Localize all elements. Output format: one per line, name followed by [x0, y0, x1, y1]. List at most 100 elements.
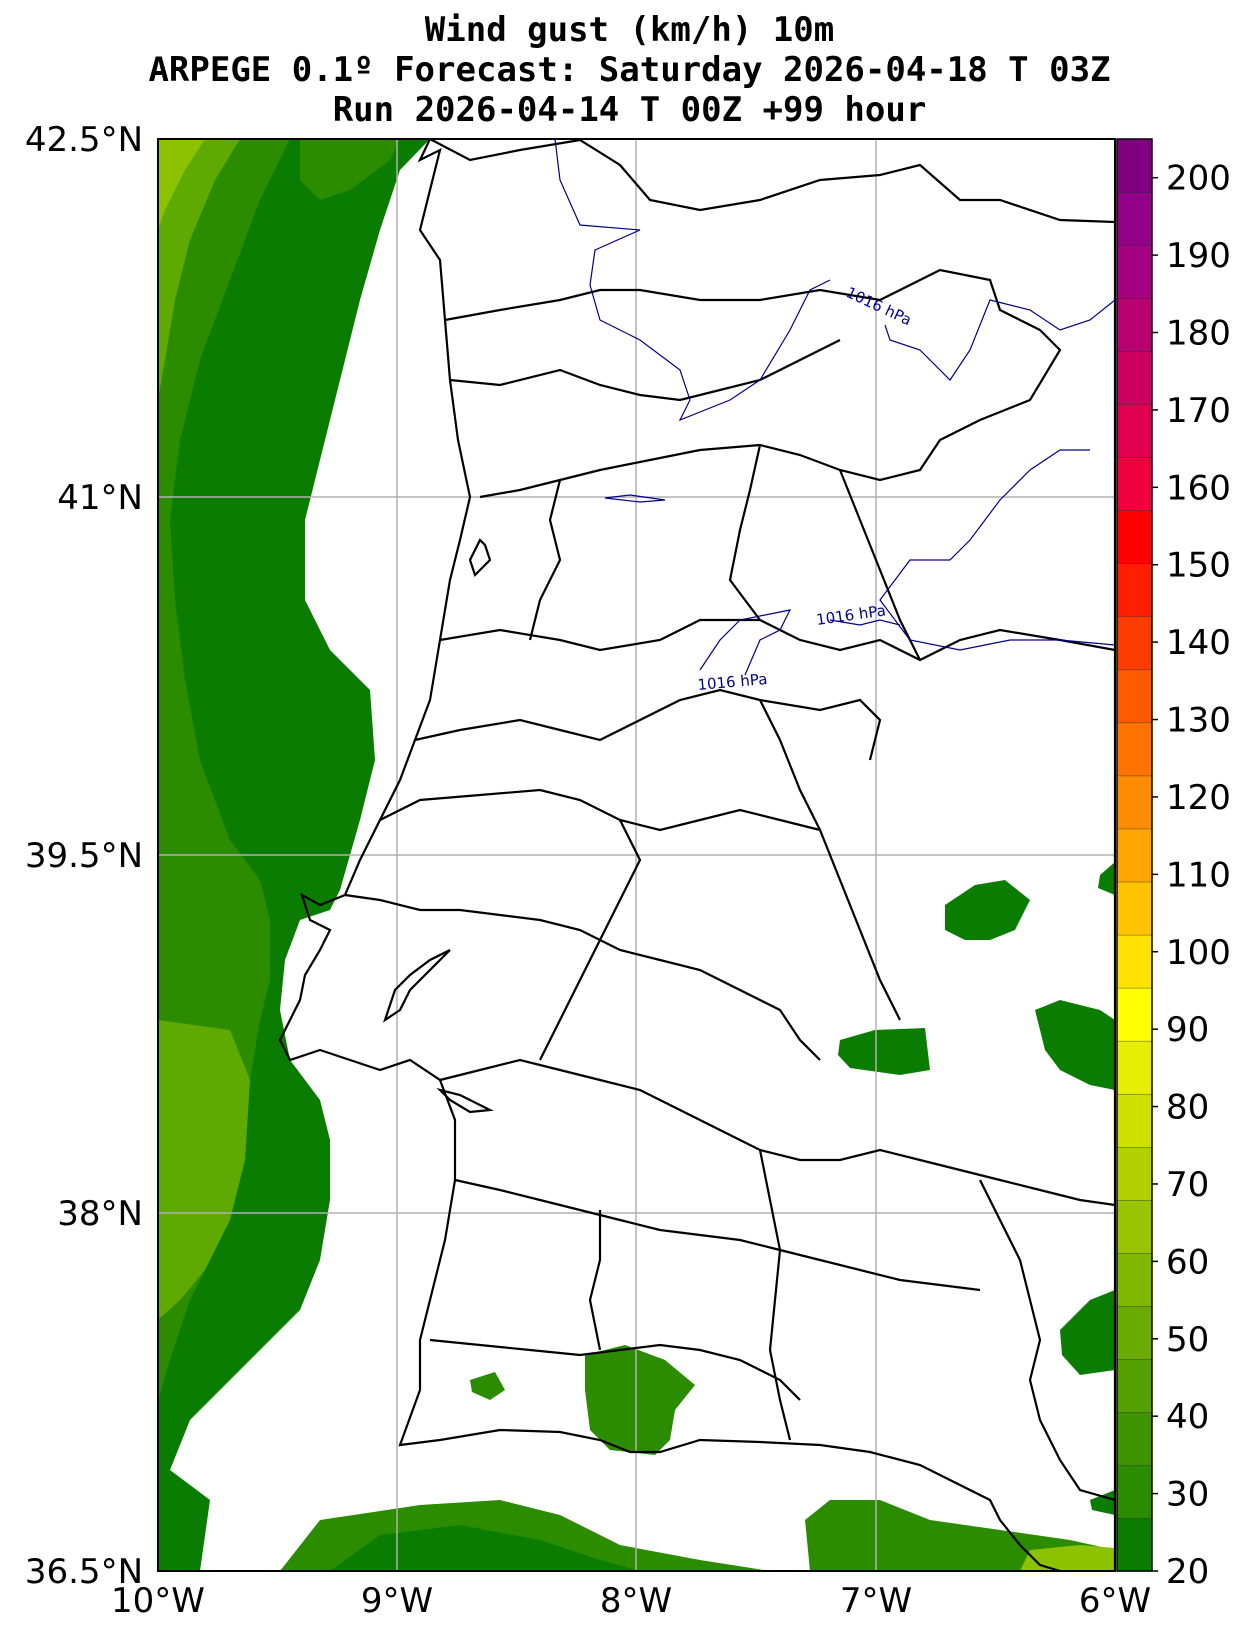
- colorbar-segment: [1116, 1093, 1153, 1148]
- colorbar-segment: [1116, 934, 1153, 989]
- chart-title-line3: Run 2026-04-14 T 00Z +99 hour: [332, 90, 927, 130]
- district-16: [979, 1179, 1115, 1502]
- colorbar-label: 90: [1166, 1010, 1209, 1050]
- gust-patch-east-2: [1035, 1000, 1115, 1090]
- colorbar-label: 30: [1166, 1475, 1209, 1515]
- colorbar-segment: [1116, 350, 1153, 405]
- colorbar-label: 70: [1166, 1165, 1209, 1205]
- gust-patch-east-3: [1098, 862, 1115, 895]
- district-7: [439, 1058, 1115, 1207]
- district-14: [838, 469, 921, 661]
- colorbar-segment: [1116, 828, 1153, 883]
- gust-patch-east-4: [1060, 1290, 1115, 1375]
- lon-label-7w: 7°W: [840, 1581, 912, 1621]
- colorbar-label: 150: [1166, 546, 1231, 586]
- isobar-line-mid-east: [829, 619, 901, 626]
- colorbar-labels: 20 30 40 50 60 70 80 90 100 110 120 130 140 150 160 170…: [1152, 159, 1231, 1592]
- lon-label-8w: 8°W: [600, 1581, 672, 1621]
- colorbar-frame: [1116, 138, 1153, 1572]
- lat-label-41: 41°N: [57, 478, 143, 518]
- colorbar-segment: [1116, 1040, 1153, 1095]
- colorbar-label: 200: [1166, 159, 1231, 199]
- coastline-and-borders: [278, 139, 1115, 1571]
- colorbar-segment: [1116, 191, 1153, 246]
- gust-area-southeast-light: [1020, 1545, 1115, 1571]
- gust-area-ocean-north: [300, 139, 400, 200]
- isobar-line-mid: [699, 609, 792, 676]
- colorbar-segment: [1116, 1358, 1153, 1413]
- colorbar-segment: [1116, 297, 1153, 352]
- district-13: [759, 699, 901, 1021]
- colorbar-label: 120: [1166, 778, 1231, 818]
- isobar-line-centre: [604, 494, 666, 503]
- colorbar-label: 40: [1166, 1397, 1209, 1437]
- colorbar-segment: [1116, 510, 1153, 564]
- district-1: [444, 268, 1062, 499]
- gust-area-ocean-west-light: [158, 139, 240, 400]
- colorbar: [1116, 138, 1153, 1572]
- colorbar-segment: [1116, 138, 1153, 193]
- coast-tagus-estuary: [382, 949, 451, 1023]
- colorbar-segment: [1116, 987, 1153, 1042]
- isobar-line-north-east: [884, 299, 1115, 381]
- gust-area-ocean-west-lighter: [158, 139, 205, 230]
- isobar-line-centre-east: [879, 449, 1115, 651]
- colorbar-segment: [1116, 1305, 1153, 1360]
- district-2: [449, 339, 841, 402]
- colorbar-label: 180: [1166, 314, 1231, 354]
- colorbar-segment: [1116, 1146, 1153, 1201]
- district-9: [429, 1338, 801, 1401]
- district-10: [528, 479, 562, 641]
- lon-label-10w: 10°W: [111, 1581, 205, 1621]
- district-4: [414, 688, 882, 761]
- colorbar-label: 140: [1166, 623, 1231, 663]
- lon-label-9w: 9°W: [361, 1581, 433, 1621]
- lat-label-39-5: 39.5°N: [25, 836, 143, 876]
- colorbar-label: 170: [1166, 391, 1231, 431]
- district-8: [454, 1178, 981, 1292]
- colorbar-segment: [1116, 563, 1153, 618]
- border-north: [429, 139, 1115, 224]
- colorbar-label: 50: [1166, 1320, 1209, 1360]
- district-3: [439, 618, 1115, 662]
- colorbar-segment: [1116, 1252, 1153, 1307]
- gust-patch-algarve-west: [470, 1372, 505, 1400]
- colorbar-label: 20: [1166, 1552, 1209, 1592]
- colorbar-segment: [1116, 881, 1153, 936]
- colorbar-segment: [1116, 722, 1153, 777]
- colorbar-segment: [1116, 669, 1153, 724]
- lat-label-42-5: 42.5°N: [25, 120, 143, 160]
- isobar-line-north: [554, 139, 831, 422]
- gust-patch-algarve: [585, 1345, 695, 1455]
- chart-title-line1: Wind gust (km/h) 10m: [424, 10, 835, 50]
- colorbar-segment: [1116, 457, 1153, 511]
- colorbar-segment: [1116, 1517, 1153, 1572]
- gust-patch-east-5: [1090, 1490, 1115, 1515]
- gust-area-ocean-sw-light: [158, 1020, 250, 1320]
- lat-label-38: 38°N: [57, 1194, 143, 1234]
- district-17: [588, 1210, 602, 1351]
- district-11: [728, 444, 762, 621]
- colorbar-label: 80: [1166, 1088, 1209, 1128]
- district-15: [758, 1149, 792, 1441]
- longitude-labels: 10°W 9°W 8°W 7°W 6°W: [111, 1581, 1151, 1621]
- colorbar-segment: [1116, 1411, 1153, 1466]
- district-12: [539, 819, 642, 1061]
- colorbar-segment: [1116, 616, 1153, 671]
- coast-sado-estuary: [436, 1087, 494, 1114]
- lon-label-6w: 6°W: [1079, 1581, 1151, 1621]
- colorbar-label: 60: [1166, 1242, 1209, 1282]
- coast-lagoon-aveiro: [468, 538, 492, 578]
- colorbar-segment: [1116, 244, 1153, 299]
- colorbar-label: 160: [1166, 468, 1231, 508]
- coastline-west: [278, 139, 1061, 1571]
- colorbar-segment: [1116, 1464, 1153, 1519]
- colorbar-label: 110: [1166, 855, 1231, 895]
- isobar-layer: [554, 139, 1115, 676]
- gust-area-south-coast-inner: [330, 1525, 640, 1571]
- colorbar-segment: [1116, 775, 1153, 830]
- colorbar-segment: [1116, 403, 1153, 458]
- gust-patch-east-1: [945, 880, 1030, 940]
- gust-patch-alentejo-east: [838, 1028, 930, 1075]
